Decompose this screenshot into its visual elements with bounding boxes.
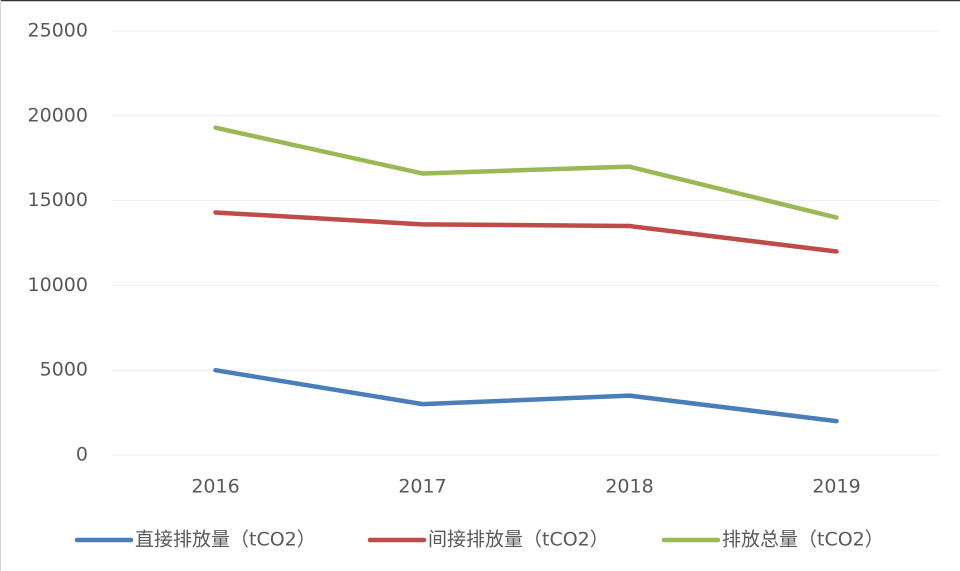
- x-tick-label: 2018: [605, 476, 653, 498]
- series-line: [213, 367, 839, 424]
- series-line: [213, 125, 839, 220]
- x-tick-label: 2019: [812, 476, 860, 498]
- legend-label: 间接排放量（tCO2）: [428, 529, 609, 551]
- legend-label: 排放总量（tCO2）: [722, 529, 884, 551]
- y-tick-label: 15000: [28, 189, 88, 211]
- series-line: [213, 210, 839, 254]
- y-tick-label: 10000: [28, 274, 88, 296]
- y-tick-label: 0: [76, 444, 88, 466]
- x-tick-label: 2017: [398, 476, 446, 498]
- y-tick-label: 20000: [28, 104, 88, 126]
- x-tick-label: 2016: [191, 476, 239, 498]
- legend-label: 直接排放量（tCO2）: [135, 529, 316, 551]
- y-tick-label: 5000: [40, 359, 88, 381]
- y-tick-label: 25000: [28, 20, 88, 42]
